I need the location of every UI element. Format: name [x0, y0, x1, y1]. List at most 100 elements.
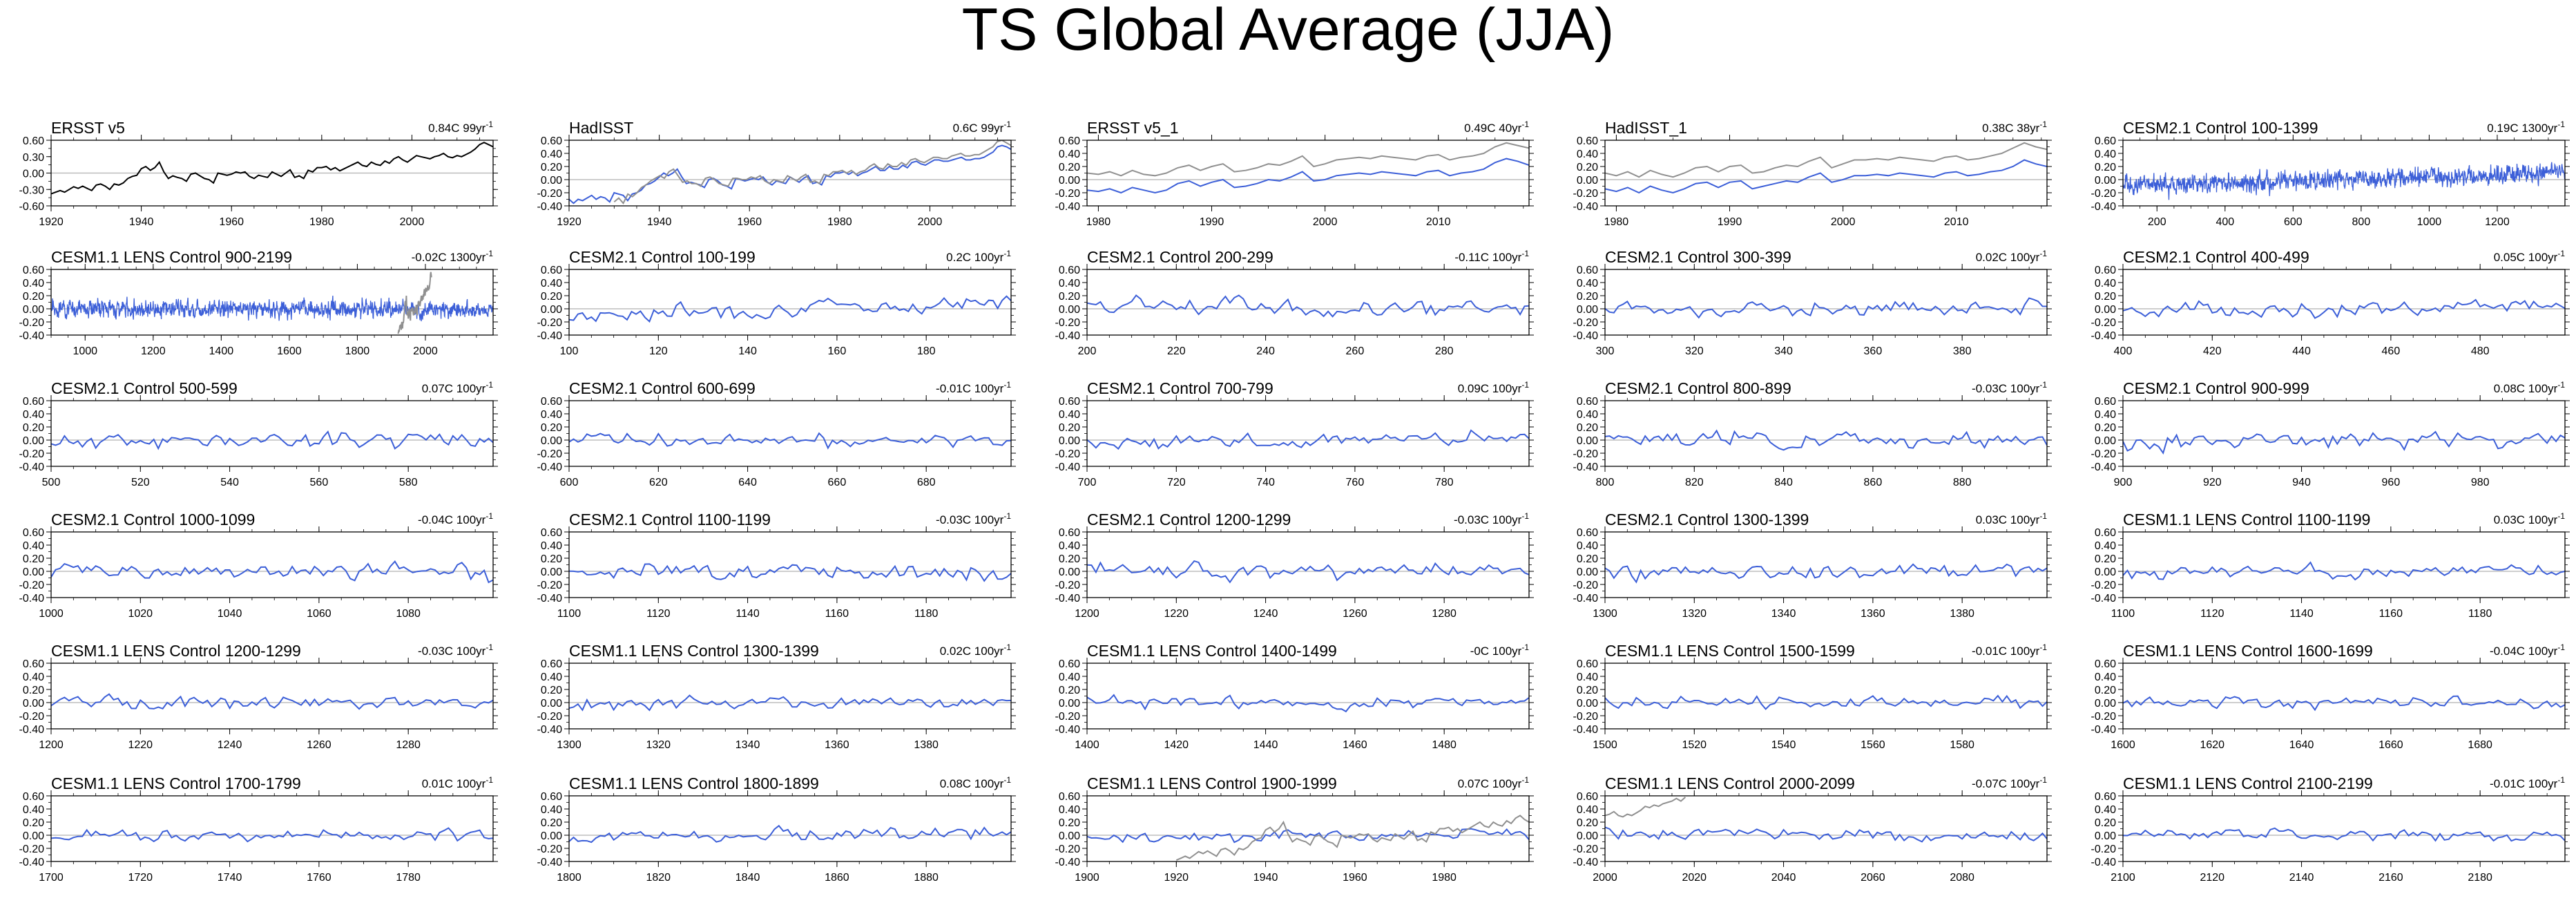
x-tick-label: 1420: [1164, 739, 1189, 751]
x-tick-label: 500: [42, 477, 61, 488]
series-line-model: [1087, 429, 1529, 450]
x-tick-label: 600: [2284, 216, 2303, 228]
x-tick-label: 820: [1685, 477, 1704, 488]
y-tick-label: 0.00: [2095, 566, 2116, 578]
panel-title: CESM1.1 LENS Control 1500-1599: [1605, 642, 1855, 660]
x-tick-label: 880: [1953, 477, 1972, 488]
y-tick-label: -0.20: [1573, 844, 1599, 855]
y-tick-label: 0.20: [2095, 553, 2116, 565]
y-tick-label: -0.40: [19, 857, 45, 868]
y-tick-label: 0.20: [541, 291, 562, 303]
x-tick-label: 800: [2352, 216, 2371, 228]
x-tick-label: 2000: [918, 216, 943, 228]
trend-label: -0.01C 100yr-1: [936, 380, 1011, 395]
x-tick-label: 120: [649, 345, 668, 357]
x-tick-label: 1960: [219, 216, 244, 228]
panel-title: CESM1.1 LENS Control 1700-1799: [51, 774, 301, 792]
y-tick-label: 0.60: [541, 527, 562, 539]
x-tick-label: 900: [2114, 477, 2133, 488]
trend-label: -0.01C 100yr-1: [2490, 775, 2565, 790]
y-tick-label: -0.40: [1573, 461, 1599, 473]
y-tick-label: 0.00: [1577, 830, 1598, 842]
y-tick-label: 0.60: [541, 265, 562, 276]
x-tick-label: 1240: [218, 739, 242, 751]
y-tick-label: -0.40: [19, 461, 45, 473]
x-tick-label: 1900: [1075, 872, 1099, 884]
panel-1: HadISST 0.6C 99yr-1 -0.40-0.200.00 0.20 0.40…: [537, 119, 1016, 228]
x-tick-label: 1380: [914, 739, 939, 751]
y-tick-label: 0.40: [2095, 804, 2116, 816]
y-tick-label: -0.40: [1055, 201, 1081, 213]
x-tick-label: 1200: [39, 739, 64, 751]
x-tick-label: 760: [1346, 477, 1365, 488]
y-tick-label: -0.40: [1573, 330, 1599, 342]
panel-25: CESM1.1 LENS Control 1700-1799 0.01C 100y…: [19, 774, 498, 884]
y-tick-label: 0.00: [1577, 698, 1598, 709]
x-tick-label: 1160: [825, 608, 849, 620]
y-tick-label: 0.40: [2095, 149, 2116, 160]
x-tick-label: 1100: [2111, 608, 2135, 620]
y-tick-label: -0.40: [537, 201, 563, 213]
x-tick-label: 1920: [1164, 872, 1189, 884]
panel-title: ERSST v5_1: [1087, 119, 1179, 137]
y-tick-label: 0.40: [2095, 278, 2116, 289]
series-line-model: [569, 563, 1011, 582]
y-tick-label: -0.40: [19, 593, 45, 604]
y-tick-label: 0.00: [1577, 435, 1598, 447]
series-line-model: [569, 432, 1011, 450]
y-tick-label: -0.20: [1055, 448, 1081, 460]
panel-21: CESM1.1 LENS Control 1300-1399 0.02C 100y…: [537, 642, 1016, 751]
y-tick-label: -0.40: [19, 330, 45, 342]
y-tick-label: 0.40: [23, 409, 44, 421]
x-tick-label: 320: [1685, 345, 1704, 357]
y-tick-label: 0.20: [1577, 553, 1598, 565]
plot-frame: [1086, 400, 1530, 467]
x-tick-label: 2000: [1313, 216, 1338, 228]
x-tick-label: 1160: [2379, 608, 2403, 620]
x-tick-label: 2180: [2468, 872, 2492, 884]
y-tick-label: 0.20: [541, 553, 562, 565]
panel-23: CESM1.1 LENS Control 1500-1599 -0.01C 100…: [1573, 642, 2052, 751]
y-tick-label: 0.00: [541, 304, 562, 316]
panel-16: CESM2.1 Control 1100-1199 -0.03C 100yr-1 -…: [537, 511, 1016, 620]
x-tick-label: 1500: [1593, 739, 1617, 751]
x-tick-label: 1180: [2468, 608, 2492, 620]
x-tick-label: 1600: [2111, 739, 2135, 751]
x-tick-label: 1940: [1253, 872, 1278, 884]
y-tick-label: -0.20: [2091, 188, 2117, 200]
panel-19: CESM1.1 LENS Control 1100-1199 0.03C 100y…: [2091, 511, 2570, 620]
x-tick-label: 1000: [39, 608, 64, 620]
y-tick-label: 0.20: [1059, 422, 1080, 434]
y-tick-label: -0.20: [1055, 711, 1081, 723]
series-line-model: [2123, 298, 2565, 319]
x-tick-label: 2060: [1861, 872, 1885, 884]
x-tick-label: 1380: [1950, 608, 1974, 620]
y-tick-label: -0.20: [2091, 317, 2117, 329]
panel-title: CESM1.1 LENS Control 1600-1699: [2123, 642, 2373, 660]
y-tick-label: 0.60: [1577, 396, 1598, 408]
x-tick-label: 260: [1346, 345, 1365, 357]
x-tick-label: 1560: [1861, 739, 1885, 751]
y-tick-label: -0.20: [1573, 317, 1599, 329]
series-line-obs_overlay: [613, 140, 1011, 204]
y-tick-label: 0.40: [2095, 540, 2116, 552]
y-tick-label: -0.20: [1055, 188, 1081, 200]
y-tick-label: 0.20: [2095, 291, 2116, 303]
panel-5: CESM1.1 LENS Control 900-2199 -0.02C 1300…: [19, 248, 498, 357]
plot-frame: [1086, 531, 1530, 598]
y-tick-label: 0.60: [1059, 527, 1080, 539]
panel-12: CESM2.1 Control 700-799 0.09C 100yr-1 -0.4…: [1055, 379, 1534, 488]
y-tick-label: 0.20: [2095, 817, 2116, 829]
x-tick-label: 1060: [307, 608, 331, 620]
x-tick-label: 1480: [1432, 739, 1457, 751]
panel-title: CESM2.1 Control 100-1399: [2123, 119, 2318, 137]
panel-3: HadISST_1 0.38C 38yr-1 -0.40-0.200.00 0.20 0…: [1573, 119, 2052, 228]
series-line-model: [569, 694, 1011, 712]
y-tick-label: -0.20: [1573, 711, 1599, 723]
y-tick-label: 0.40: [23, 671, 44, 683]
x-tick-label: 1990: [1200, 216, 1224, 228]
y-tick-label: 0.20: [541, 685, 562, 696]
x-tick-label: 1140: [736, 608, 760, 620]
x-tick-label: 980: [2471, 477, 2490, 488]
series-line-obs_overlay: [397, 272, 432, 334]
